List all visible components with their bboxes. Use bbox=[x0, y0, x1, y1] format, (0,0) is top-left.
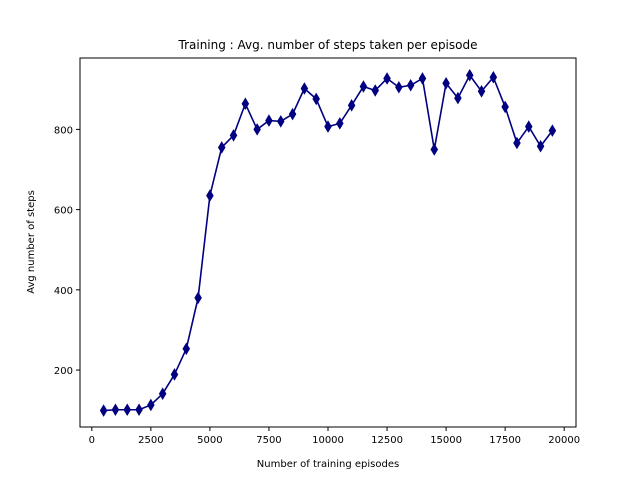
data-point-marker bbox=[383, 72, 391, 85]
data-point-marker bbox=[336, 117, 344, 130]
data-point-marker bbox=[477, 85, 486, 98]
x-tick-label: 15000 bbox=[430, 435, 462, 446]
x-tick-label: 12500 bbox=[371, 435, 403, 446]
data-point-marker bbox=[111, 403, 120, 417]
data-point-marker bbox=[359, 80, 368, 93]
x-tick-label: 10000 bbox=[312, 435, 344, 446]
data-point-marker bbox=[135, 403, 143, 417]
y-tick-label: 200 bbox=[54, 366, 73, 377]
data-point-marker bbox=[99, 404, 108, 417]
data-point-marker bbox=[312, 92, 320, 106]
data-point-marker bbox=[501, 100, 509, 114]
data-point-marker bbox=[395, 81, 403, 94]
data-point-marker bbox=[170, 368, 179, 381]
data-point-marker bbox=[147, 398, 155, 412]
data-point-marker bbox=[418, 72, 427, 85]
data-point-marker bbox=[253, 123, 261, 136]
data-point-marker bbox=[513, 136, 521, 150]
data-point-marker bbox=[489, 70, 498, 84]
data-point-marker bbox=[465, 68, 474, 82]
data-point-marker bbox=[406, 78, 415, 92]
data-point-marker bbox=[229, 129, 238, 142]
data-point-marker bbox=[241, 97, 250, 111]
x-tick-label: 0 bbox=[89, 435, 95, 446]
x-tick-label: 7500 bbox=[256, 435, 281, 446]
chart-title: Training : Avg. number of steps taken pe… bbox=[178, 38, 478, 52]
y-tick-label: 600 bbox=[54, 206, 73, 217]
x-axis-label: Number of training episodes bbox=[257, 459, 399, 470]
axis-ticks: 0 2500 5000 7500 10000 12500 15000 17500 20000 20… bbox=[54, 125, 580, 446]
data-point-marker bbox=[371, 84, 380, 97]
data-point-marker bbox=[536, 139, 545, 153]
data-point-marker bbox=[206, 189, 214, 202]
data-point-marker bbox=[265, 114, 273, 127]
plot-area bbox=[99, 68, 557, 417]
x-tick-label: 5000 bbox=[197, 435, 222, 446]
data-point-marker bbox=[288, 107, 297, 121]
data-point-marker bbox=[454, 91, 462, 105]
x-tick-label: 17500 bbox=[489, 435, 521, 446]
y-tick-label: 400 bbox=[54, 286, 73, 297]
axes-frame bbox=[79, 57, 577, 428]
data-point-marker bbox=[300, 82, 309, 95]
data-point-marker bbox=[430, 143, 439, 156]
y-tick-label: 800 bbox=[54, 125, 73, 136]
data-point-marker bbox=[276, 115, 285, 128]
data-point-marker bbox=[442, 76, 450, 90]
data-point-marker bbox=[194, 291, 202, 305]
data-point-marker bbox=[182, 342, 191, 356]
data-point-marker bbox=[217, 141, 226, 154]
y-axis-label: Avg number of steps bbox=[26, 190, 37, 294]
data-point-marker bbox=[548, 124, 557, 137]
x-tick-label: 2500 bbox=[138, 435, 163, 446]
data-point-marker bbox=[347, 99, 356, 112]
x-tick-label: 20000 bbox=[548, 435, 580, 446]
data-point-marker bbox=[158, 387, 167, 400]
data-point-marker bbox=[324, 120, 332, 133]
data-point-marker bbox=[123, 403, 132, 417]
data-point-marker bbox=[524, 120, 533, 133]
